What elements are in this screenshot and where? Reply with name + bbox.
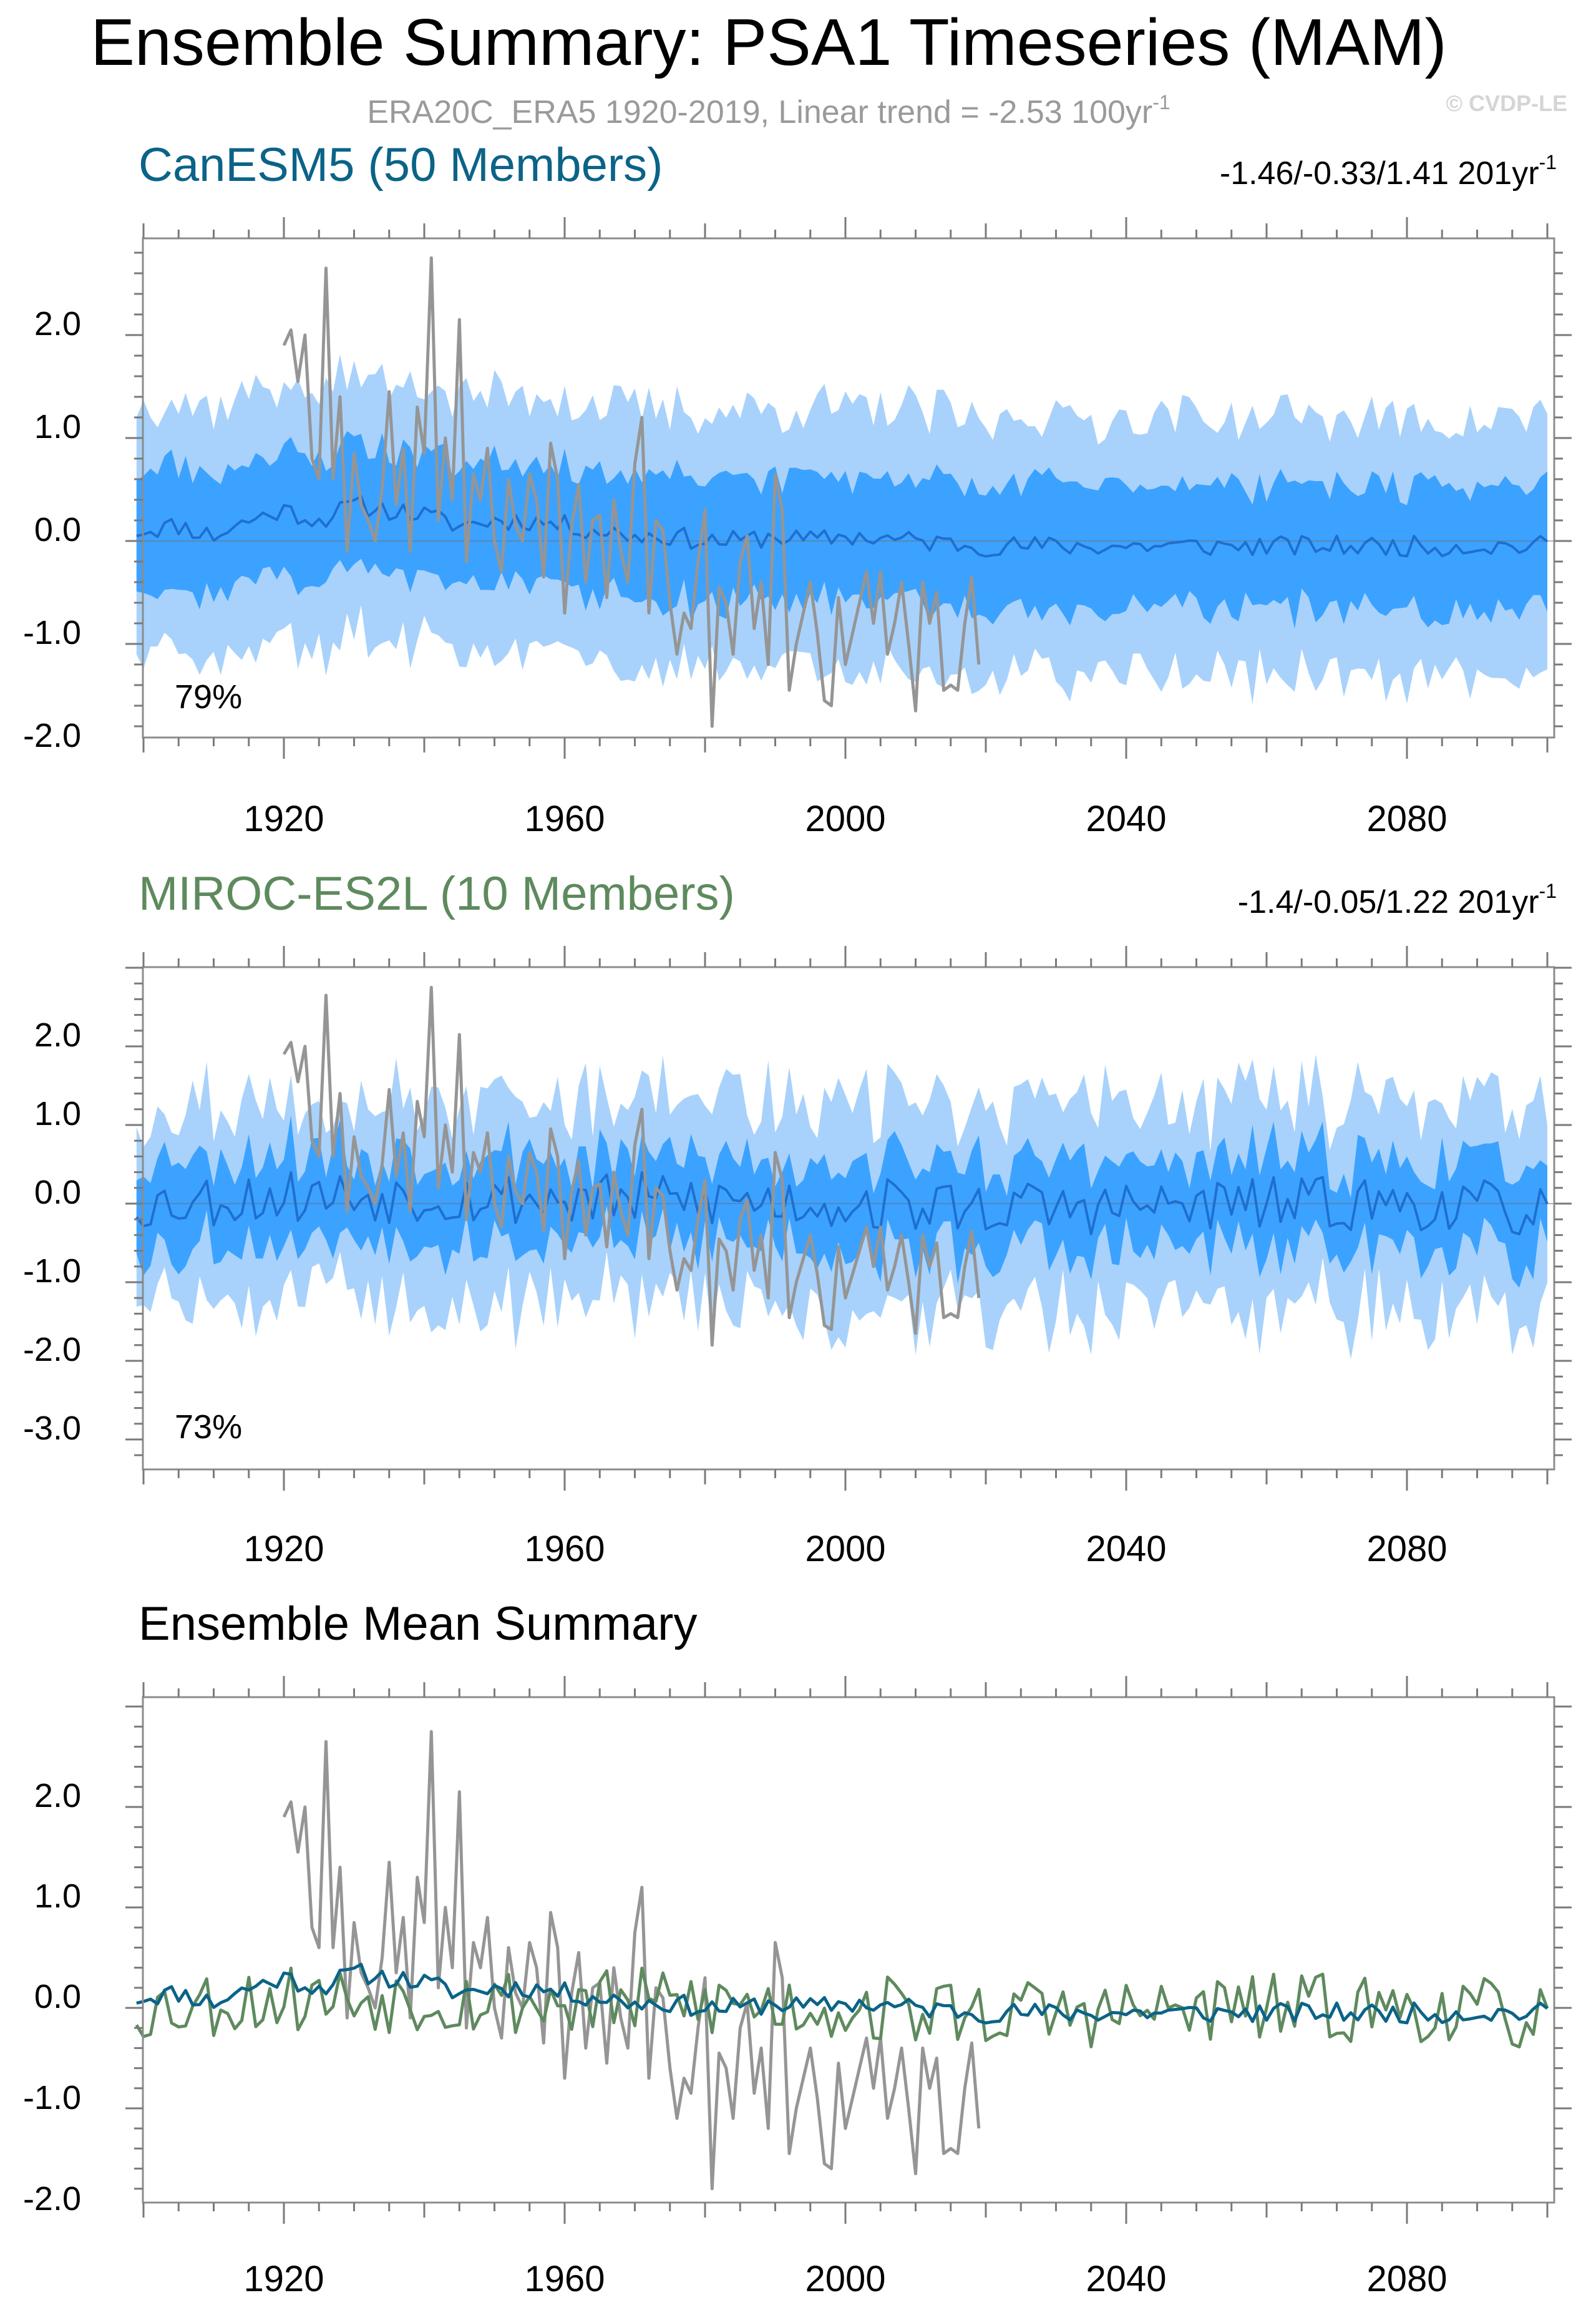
ytick-label: 1.0 — [34, 408, 81, 446]
panel-ensmean-frame — [142, 1696, 1555, 2204]
figure-subtitle-sup: -1 — [1152, 91, 1170, 114]
ytick-label: -1.0 — [23, 614, 81, 651]
xtick-label: 1920 — [243, 799, 324, 839]
panel-ensmean-xaxis: 1920 1960 2000 2040 2080 — [243, 2259, 1447, 2299]
panel-canesm5-percent: 79% — [175, 678, 242, 716]
panel-miroc-percent: 73% — [175, 1408, 242, 1446]
ytick-label: -2.0 — [23, 2180, 81, 2218]
xtick-label: 2040 — [1086, 1529, 1166, 1569]
ensemble-mean-line — [136, 495, 1549, 558]
panel-miroc-plot — [135, 986, 1554, 1360]
ytick-label: 2.0 — [34, 1777, 81, 1814]
canesm-ensemble-mean-line — [136, 1962, 1549, 2025]
ytick-label: 0.0 — [34, 1174, 81, 1211]
ensemble-mean-line — [135, 1171, 1549, 1235]
ytick-label: -2.0 — [23, 717, 81, 754]
panel-miroc-xaxis: 1920 1960 2000 2040 2080 — [243, 1529, 1447, 1569]
ytick-label: -1.0 — [23, 2079, 81, 2116]
watermark: © CVDP-LE — [1446, 90, 1567, 116]
panel-miroc-frame — [142, 966, 1555, 1471]
figure-subtitle: ERA20C_ERA5 1920-2019, Linear trend = -2… — [367, 91, 1170, 130]
panel-miroc-trend: -1.4/-0.05/1.22 201yr-1 — [1238, 880, 1557, 920]
panel-ensemble-mean: Ensemble Mean Summary 2.0 1.0 0.0 -1.0 -… — [23, 1597, 1572, 2299]
observations-line — [282, 256, 981, 728]
xtick-label: 1920 — [243, 2259, 324, 2299]
ytick-label: -3.0 — [23, 1410, 81, 1447]
xtick-label: 2080 — [1366, 2259, 1447, 2299]
panel-miroc-yaxis: 2.0 1.0 0.0 -1.0 -2.0 -3.0 — [23, 1016, 81, 1447]
ytick-label: 1.0 — [34, 1877, 81, 1915]
xtick-label: 2000 — [805, 1529, 885, 1569]
miroc-ensemble-mean-line — [135, 1966, 1549, 2048]
xtick-label: 2040 — [1086, 799, 1166, 839]
panel-miroc-ticks — [125, 946, 1572, 1491]
ytick-label: 1.0 — [34, 1095, 81, 1132]
panel-ensmean-ticks — [125, 1676, 1572, 2224]
panel-canesm5-title: CanESM5 (50 Members) — [139, 139, 663, 192]
xtick-label: 2080 — [1366, 1529, 1447, 1569]
ytick-label: 2.0 — [34, 305, 81, 343]
panel-canesm5-xaxis: 1920 1960 2000 2040 2080 — [243, 799, 1447, 839]
xtick-label: 1920 — [243, 1529, 324, 1569]
panel-canesm5-trend: -1.46/-0.33/1.41 201yr-1 — [1220, 151, 1557, 192]
ytick-label: -2.0 — [23, 1331, 81, 1368]
xtick-label: 2080 — [1366, 799, 1447, 839]
panel-miroc-title: MIROC-ES2L (10 Members) — [139, 867, 735, 920]
figure-subtitle-text: ERA20C_ERA5 1920-2019, Linear trend = -2… — [367, 94, 1152, 130]
xtick-label: 2040 — [1086, 2259, 1166, 2299]
ytick-label: 2.0 — [34, 1016, 81, 1054]
xtick-label: 2000 — [805, 2259, 885, 2299]
panel-ensmean-yaxis: 2.0 1.0 0.0 -1.0 -2.0 — [23, 1777, 81, 2218]
xtick-label: 2000 — [805, 799, 885, 839]
panel-miroc-es2l: MIROC-ES2L (10 Members) -1.4/-0.05/1.22 … — [23, 867, 1572, 1569]
panel-miroc-trend-text: -1.4/-0.05/1.22 201yr — [1238, 884, 1539, 920]
xtick-label: 1960 — [524, 1529, 605, 1569]
panel-canesm5-yaxis: 2.0 1.0 0.0 -1.0 -2.0 — [23, 305, 81, 754]
panel-miroc-trend-sup: -1 — [1539, 880, 1557, 902]
xtick-label: 1960 — [524, 2259, 605, 2299]
panel-canesm5-plot — [136, 256, 1554, 728]
panel-canesm5-ticks — [125, 217, 1572, 759]
panel-ensmean-plot — [135, 1730, 1549, 2191]
panel-canesm5-trend-sup: -1 — [1539, 151, 1557, 173]
figure-title: Ensemble Summary: PSA1 Timeseries (MAM) — [90, 6, 1447, 79]
panel-canesm5: CanESM5 (50 Members) -1.46/-0.33/1.41 20… — [23, 139, 1572, 839]
ytick-label: -1.0 — [23, 1252, 81, 1290]
xtick-label: 1960 — [524, 799, 605, 839]
observations-line — [282, 1730, 981, 2191]
panel-canesm5-trend-text: -1.46/-0.33/1.41 201yr — [1220, 155, 1539, 192]
panel-ensmean-title: Ensemble Mean Summary — [139, 1597, 697, 1650]
observations-line — [282, 986, 981, 1347]
ytick-label: 0.0 — [34, 511, 81, 548]
panel-canesm5-frame — [142, 237, 1555, 739]
ytick-label: 0.0 — [34, 1978, 81, 2015]
